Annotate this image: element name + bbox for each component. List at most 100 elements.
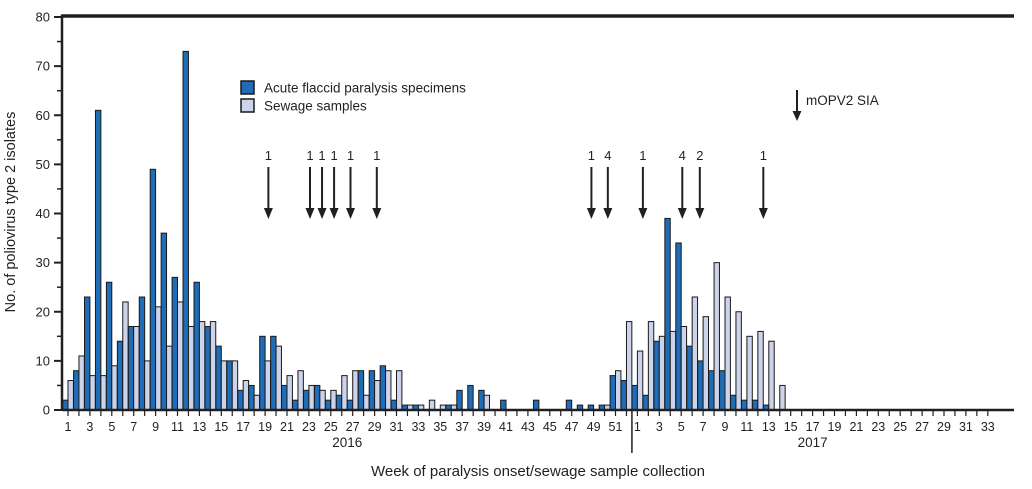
afp-bar — [500, 399, 507, 411]
y-tick-label: 20 — [36, 304, 50, 319]
legend-label-sewage: Sewage samples — [264, 99, 367, 114]
x-tick-label: 5 — [108, 420, 115, 434]
y-tick-label: 30 — [36, 255, 50, 270]
x-tick-label: 43 — [521, 420, 535, 434]
x-tick-label: 29 — [937, 420, 951, 434]
x-tick-label: 13 — [762, 420, 776, 434]
sewage-bar — [428, 399, 436, 411]
afp-bar — [303, 389, 310, 411]
sia-annotation-label: mOPV2 SIA — [806, 93, 879, 108]
afp-bar — [313, 384, 321, 411]
x-tick-label: 35 — [433, 420, 447, 434]
sewage-bar — [341, 375, 348, 411]
afp-bar — [642, 394, 649, 411]
x-tick-label: 5 — [678, 420, 685, 434]
x-tick-label: 3 — [656, 420, 663, 434]
afp-bar — [478, 389, 485, 411]
sewage-bar — [363, 394, 370, 411]
x-tick-label: 13 — [192, 420, 206, 434]
sia-arrow-label: 1 — [347, 148, 354, 163]
afp-bar — [193, 281, 200, 411]
afp-bar — [182, 50, 189, 411]
x-tick-label: 17 — [236, 420, 250, 434]
afp-bar — [719, 370, 726, 411]
afp-bar — [686, 345, 693, 411]
legend-label-afp: Acute flaccid paralysis specimens — [264, 81, 466, 96]
year-label: 2016 — [332, 435, 362, 450]
sewage-bar — [187, 325, 195, 411]
sia-arrowhead — [346, 208, 356, 219]
sewage-bar — [198, 321, 206, 411]
sia-arrow-label: 1 — [588, 148, 595, 163]
sewage-bar — [746, 335, 753, 411]
x-tick-label: 33 — [411, 420, 425, 434]
x-tick-label: 1 — [634, 420, 641, 434]
sewage-bar — [735, 311, 742, 411]
sewage-bar — [647, 321, 655, 411]
x-tick-label: 27 — [346, 420, 360, 434]
x-tick-label: 9 — [722, 420, 729, 434]
sewage-bar — [319, 389, 326, 411]
sewage-bar — [231, 360, 239, 411]
sia-annotation: mOPV2 SIA — [792, 90, 879, 121]
x-tick-label: 21 — [849, 420, 863, 434]
afp-bar — [631, 384, 638, 411]
sewage-bar — [264, 360, 272, 411]
sia-arrowhead — [305, 208, 315, 219]
sewage-bar — [768, 340, 775, 411]
sewage-bar — [78, 355, 85, 411]
sewage-bar — [385, 370, 392, 411]
afp-bar — [730, 394, 737, 411]
afp-bar — [149, 168, 157, 411]
afp-bar — [215, 345, 222, 411]
sia-arrowhead — [317, 208, 327, 219]
legend-swatch-sewage — [240, 98, 255, 113]
afp-bar — [751, 399, 759, 411]
sewage-bar — [275, 345, 282, 411]
sia-arrow-label: 2 — [696, 148, 703, 163]
y-tick-label: 10 — [36, 353, 50, 368]
sewage-bar — [122, 301, 129, 411]
x-tick-label: 45 — [543, 420, 557, 434]
sia-arrow-label: 1 — [330, 148, 337, 163]
x-tick-label: 31 — [959, 420, 973, 434]
afp-bar — [368, 370, 376, 411]
afp-bar — [708, 370, 715, 411]
x-tick-label: 39 — [477, 420, 491, 434]
sia-arrowhead — [758, 208, 768, 219]
afp-bar — [335, 394, 343, 411]
afp-bar — [204, 325, 211, 411]
sia-arrowhead — [677, 208, 687, 219]
afp-bar — [609, 375, 616, 411]
sewage-bar — [702, 316, 709, 411]
x-tick-label: 15 — [214, 420, 228, 434]
sewage-bar — [625, 321, 633, 411]
sia-arrowhead — [263, 208, 273, 219]
afp-bar — [741, 399, 748, 411]
sewage-bar — [111, 365, 118, 411]
sia-arrowhead — [329, 208, 339, 219]
afp-bar — [127, 325, 135, 411]
sewage-bar — [374, 380, 381, 411]
y-tick-label: 70 — [36, 59, 50, 74]
sewage-bar — [330, 389, 337, 411]
afp-bar — [73, 370, 80, 411]
legend-swatch-afp — [240, 80, 255, 95]
afp-bar — [226, 360, 233, 411]
sia-arrow-label: 1 — [306, 148, 313, 163]
x-axis-title: Week of paralysis onset/sewage sample co… — [371, 463, 705, 480]
sewage-bar — [89, 375, 96, 411]
afp-bar — [346, 399, 354, 411]
sewage-bar — [144, 360, 151, 411]
x-tick-label: 9 — [152, 420, 159, 434]
sewage-bar — [100, 375, 107, 411]
afp-bar — [84, 296, 91, 411]
sia-arrow-label: 1 — [265, 148, 272, 163]
afp-bar — [94, 109, 102, 411]
x-tick-label: 15 — [784, 420, 798, 434]
y-tick-label: 0 — [43, 403, 50, 418]
sewage-bar — [297, 370, 304, 411]
sia-arrowhead — [603, 208, 613, 219]
